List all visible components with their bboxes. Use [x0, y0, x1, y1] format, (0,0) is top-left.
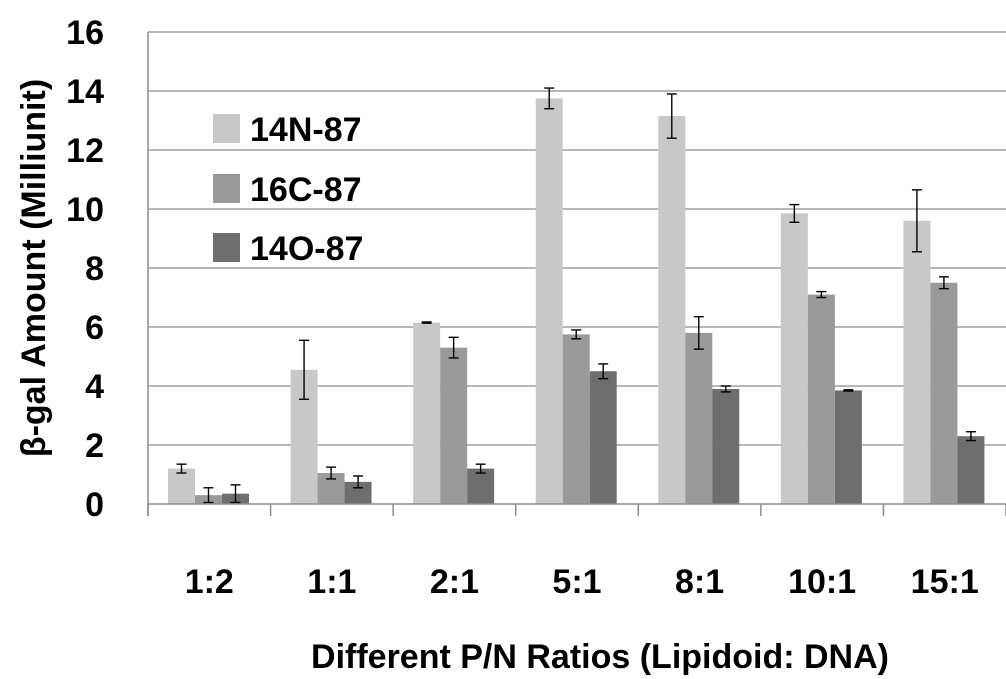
error-bar-14O-87-5:1	[598, 363, 609, 380]
y-tick-12: 12	[66, 132, 104, 170]
legend-swatch-16C-87	[213, 174, 240, 203]
x-tick-5:1: 5:1	[552, 563, 601, 601]
bar-series	[168, 98, 985, 505]
error-bar-14N-87-1:1	[299, 339, 310, 400]
y-tick-10: 10	[66, 191, 104, 229]
y-tick-2: 2	[85, 427, 104, 465]
x-tick-2:1: 2:1	[430, 563, 479, 601]
legend-label-14N-87: 14N-87	[250, 111, 362, 149]
error-bar-14O-87-1:1	[353, 475, 364, 489]
bar-16C-87-2:1	[440, 347, 468, 504]
bar-14N-87-15:1	[903, 220, 931, 505]
bar-14N-87-2:1	[413, 322, 441, 504]
bar-14N-87-1:2	[168, 468, 195, 504]
error-bar-16C-87-1:1	[326, 466, 337, 480]
error-bar-14N-87-8:1	[666, 93, 677, 139]
bar-14O-87-15:1	[957, 436, 985, 504]
bar-14N-87-10:1	[780, 213, 808, 505]
bar-16C-87-15:1	[930, 282, 958, 504]
y-tick-0: 0	[85, 486, 104, 524]
bar-14O-87-8:1	[712, 388, 740, 504]
error-bar-14N-87-5:1	[544, 87, 555, 110]
bar-14N-87-5:1	[535, 98, 563, 504]
error-bar-16C-87-10:1	[816, 290, 827, 299]
axes	[147, 32, 1006, 516]
y-tick-8: 8	[85, 250, 104, 288]
legend-label-14O-87: 14O-87	[250, 230, 363, 268]
y-tick-16: 16	[66, 14, 104, 52]
legend-swatch-14N-87	[213, 114, 240, 143]
error-bar-14N-87-15:1	[911, 189, 922, 253]
bar-14O-87-5:1	[589, 371, 617, 504]
legend-label-16C-87: 16C-87	[250, 171, 362, 209]
y-axis-title: β-gal Amount (Milliunit)	[15, 79, 53, 457]
legend-swatch-14O-87	[213, 233, 240, 262]
x-tick-1:1: 1:1	[307, 563, 356, 601]
error-bar-16C-87-5:1	[571, 329, 582, 340]
error-bar-14O-87-2:1	[475, 463, 486, 474]
error-bar-14O-87-10:1	[843, 389, 854, 392]
error-bar-16C-87-15:1	[938, 276, 949, 290]
error-bar-14N-87-1:2	[176, 463, 187, 474]
bar-16C-87-10:1	[807, 294, 835, 504]
y-tick-labels: 0 2 4 6 8 10 12 14 16	[66, 14, 104, 524]
error-bar-14O-87-15:1	[965, 431, 976, 442]
error-bars	[176, 87, 976, 504]
error-bar-16C-87-2:1	[448, 336, 459, 359]
bar-16C-87-8:1	[685, 332, 713, 504]
y-tick-4: 4	[85, 368, 104, 406]
error-bar-14O-87-8:1	[720, 385, 731, 393]
error-bar-16C-87-1:2	[203, 487, 214, 504]
legend: 14N-87 16C-87 14O-87	[213, 111, 363, 268]
bar-14O-87-2:1	[467, 468, 495, 504]
error-bar-16C-87-8:1	[693, 315, 704, 350]
bar-14N-87-8:1	[658, 116, 686, 504]
bar-14O-87-10:1	[834, 390, 862, 504]
error-bar-14O-87-1:2	[230, 484, 241, 504]
bar-14O-87-1:1	[344, 481, 372, 504]
x-tick-1:2: 1:2	[185, 563, 234, 601]
x-axis-title: Different P/N Ratios (Lipidoid: DNA)	[311, 638, 889, 676]
error-bar-14N-87-2:1	[421, 321, 432, 324]
x-tick-15:1: 15:1	[911, 563, 979, 601]
x-tick-10:1: 10:1	[788, 563, 856, 601]
x-tick-8:1: 8:1	[675, 563, 724, 601]
error-bar-14N-87-10:1	[789, 203, 800, 223]
y-tick-6: 6	[85, 309, 104, 347]
y-tick-14: 14	[66, 73, 104, 111]
x-tick-labels: 1:2 1:1 2:1 5:1 8:1 10:1 15:1	[185, 563, 979, 601]
bar-16C-87-5:1	[562, 334, 590, 504]
